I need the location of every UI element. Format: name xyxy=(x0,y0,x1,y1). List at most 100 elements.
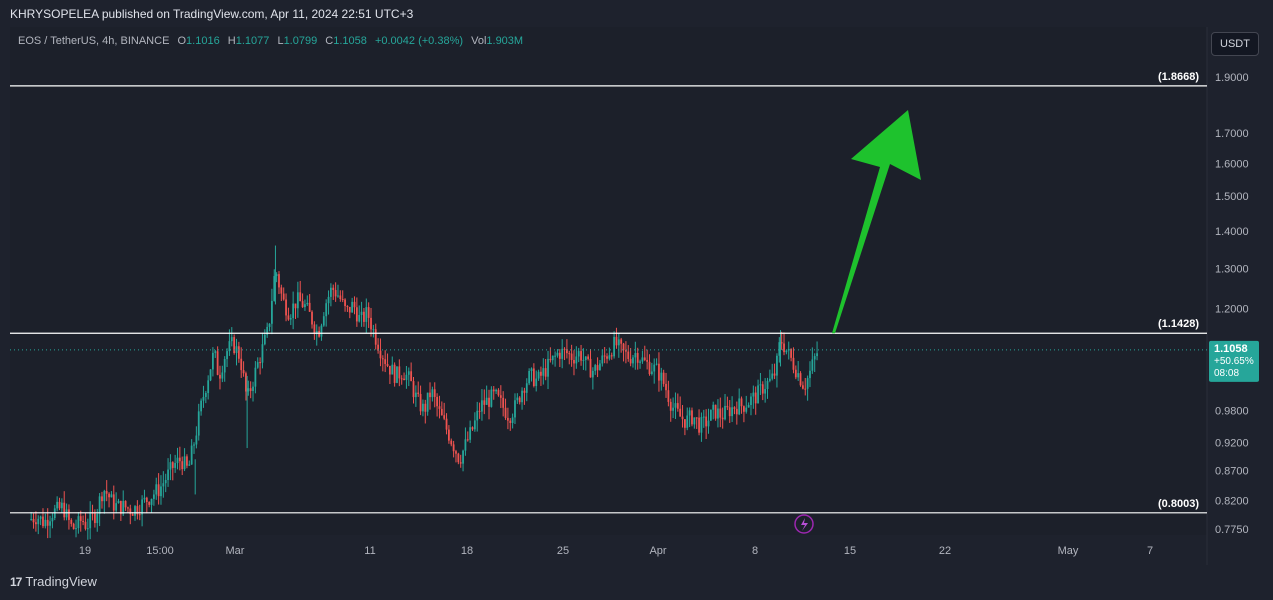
candlestick-chart[interactable]: (1.8668) (1.1428) (0.8003) 1.9000 1.7000 1.6… xyxy=(10,27,1263,565)
candle-body xyxy=(219,374,221,379)
candle-body xyxy=(700,417,703,433)
current-price-change: +50.65% xyxy=(1214,356,1254,367)
price-axis: 1.9000 1.7000 1.6000 1.5000 1.4000 1.3000 1.20… xyxy=(1215,72,1249,536)
candle-body xyxy=(136,506,139,515)
high-value: 1.1077 xyxy=(235,35,270,47)
candle-body xyxy=(448,429,450,441)
candle-body xyxy=(495,389,497,392)
candle-body xyxy=(530,368,533,371)
candle-body xyxy=(587,356,590,359)
candle-body xyxy=(603,355,606,357)
close-value: 1.1058 xyxy=(333,35,367,47)
x-tick-label: 25 xyxy=(557,545,569,557)
candle-body xyxy=(82,521,84,523)
candle-body xyxy=(296,292,299,309)
x-tick-label: 15 xyxy=(844,545,856,557)
candle-body xyxy=(591,370,594,378)
high-key: H xyxy=(227,35,236,47)
candle-body xyxy=(648,361,651,375)
candle-body xyxy=(636,353,639,363)
candle-body xyxy=(96,513,99,524)
target-arrow xyxy=(832,110,921,334)
candle-body xyxy=(568,353,571,355)
candle-body xyxy=(542,368,545,376)
candle-body xyxy=(157,484,160,497)
candle-body xyxy=(646,359,649,362)
currency-button[interactable]: USDT xyxy=(1211,32,1259,56)
candle-body xyxy=(712,404,715,410)
time-axis: 19 15:00 Mar 11 18 25 Apr 8 15 22 May 7 xyxy=(79,545,1153,557)
grid xyxy=(10,27,1263,565)
candle-body xyxy=(77,516,80,529)
candle-body xyxy=(202,396,205,401)
candle-body xyxy=(761,384,764,394)
candle-body xyxy=(330,287,332,297)
candle-body xyxy=(72,523,75,530)
candle-body xyxy=(773,373,776,376)
candle-body xyxy=(743,406,745,412)
horizontal-levels: (1.8668) (1.1428) (0.8003) xyxy=(10,71,1207,514)
candle-body xyxy=(551,355,554,361)
candle-body xyxy=(275,274,278,277)
candles xyxy=(30,245,818,540)
candle-body xyxy=(167,469,169,480)
candle-body xyxy=(266,326,269,335)
x-tick-label: 11 xyxy=(364,545,375,557)
candle-body xyxy=(365,307,368,322)
candle-body xyxy=(707,420,710,427)
candle-body xyxy=(816,353,818,357)
candle-body xyxy=(131,514,134,516)
candle-body xyxy=(709,409,712,421)
candle-body xyxy=(759,384,762,386)
low-value: 1.0799 xyxy=(283,35,318,47)
candle-body xyxy=(419,394,422,412)
candle-body xyxy=(516,397,519,401)
candle-body xyxy=(386,364,389,366)
candle-body xyxy=(256,362,259,368)
candle-body xyxy=(745,407,748,412)
candle-body xyxy=(563,348,566,350)
candle-body xyxy=(570,353,573,360)
candle-body xyxy=(259,362,261,364)
candle-body xyxy=(502,397,505,408)
candle-body xyxy=(684,419,686,428)
candle-body xyxy=(797,373,800,378)
candle-body xyxy=(70,519,73,524)
candle-body xyxy=(346,306,349,308)
candle-body xyxy=(771,373,774,379)
candle-body xyxy=(473,420,476,430)
candle-body xyxy=(658,363,660,381)
candle-body xyxy=(790,349,792,358)
candle-body xyxy=(476,410,479,421)
candle-body xyxy=(544,368,547,377)
candle-body xyxy=(731,407,733,417)
candle-body xyxy=(141,499,143,515)
candle-body xyxy=(164,479,167,484)
candle-body xyxy=(268,323,271,327)
footer-brand[interactable]: 17 TradingView xyxy=(10,574,97,589)
candle-body xyxy=(780,342,783,344)
candle-body xyxy=(660,372,663,381)
candle-body xyxy=(481,400,483,412)
candle-body xyxy=(237,346,240,359)
horizontal-level-label: (1.1428) xyxy=(1158,318,1199,330)
candle-body xyxy=(169,462,172,470)
x-tick-label: 8 xyxy=(752,545,758,557)
candle-body xyxy=(405,374,408,380)
symbol-label[interactable]: EOS / TetherUS, 4h, BINANCE xyxy=(18,35,170,47)
candle-body xyxy=(30,518,33,520)
candle-body xyxy=(32,518,35,523)
candle-body xyxy=(764,389,767,394)
candle-body xyxy=(370,317,372,330)
candle-body xyxy=(240,358,243,371)
candle-body xyxy=(358,314,361,322)
candle-body xyxy=(301,301,304,308)
candle-body xyxy=(79,516,82,522)
candle-body xyxy=(747,404,750,408)
candle-body xyxy=(311,311,313,325)
candle-body xyxy=(719,408,722,418)
candle-body xyxy=(396,366,398,383)
candle-body xyxy=(665,383,667,391)
candle-body xyxy=(351,301,354,313)
chart-area[interactable]: (1.8668) (1.1428) (0.8003) 1.9000 1.7000 1.6… xyxy=(10,27,1263,565)
